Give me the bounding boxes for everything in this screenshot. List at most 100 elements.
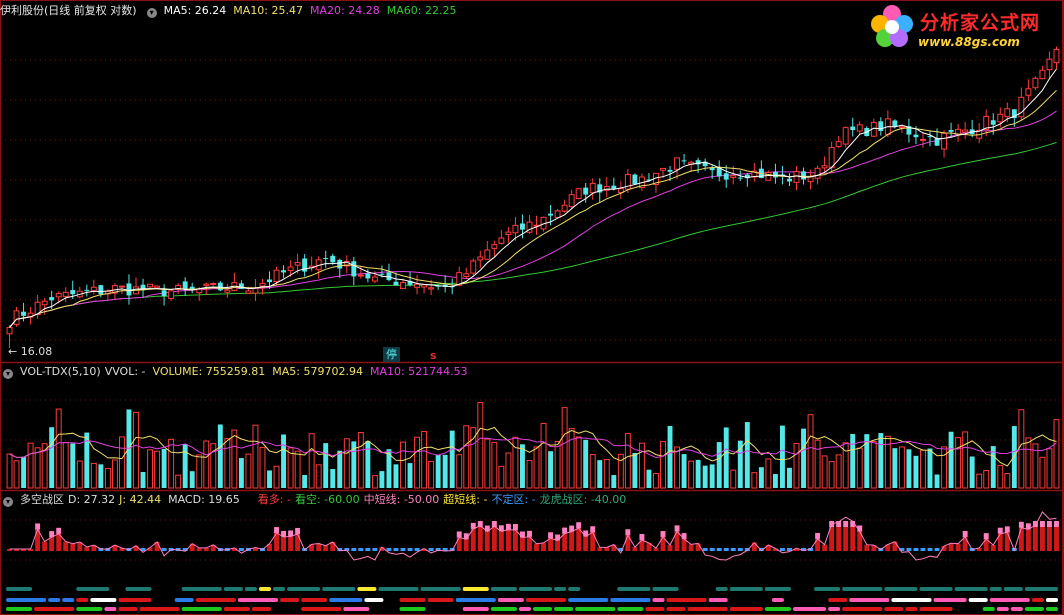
volume-bar (1025, 437, 1032, 489)
candle-body (118, 285, 125, 288)
volume-bar (730, 469, 737, 489)
volume-bar (611, 475, 617, 488)
vol-ma5-label: MA5: 579702.94 (272, 365, 363, 378)
indicator-bar (337, 548, 343, 551)
indicator-bar-top (463, 533, 469, 540)
signal-segment (139, 607, 180, 611)
indicator-bar (520, 537, 525, 551)
volume-bar (688, 460, 695, 489)
volume-bar (856, 447, 863, 489)
chevron-down-icon[interactable]: ▾ (3, 369, 13, 379)
low-price-value: 16.08 (20, 345, 53, 358)
signal-segment (729, 607, 763, 611)
signal-segment (989, 587, 1002, 591)
indicator-bar (906, 548, 912, 551)
candle-body (357, 274, 364, 277)
volume-bar (315, 464, 322, 489)
volume-bar (646, 469, 652, 488)
signal-segment (427, 598, 454, 602)
indicator-bar (555, 540, 561, 551)
signal-segment (1024, 587, 1058, 591)
volume-bar (414, 436, 421, 489)
signal-segment (6, 607, 33, 611)
signal-segment (708, 598, 728, 602)
signal-segment (329, 598, 363, 602)
volume-bar (779, 425, 785, 488)
indicator-bar (758, 548, 764, 551)
indicator-line (9, 511, 1057, 561)
volume-bar (695, 459, 701, 488)
signal-segment (919, 587, 953, 591)
indicator-bar (435, 548, 441, 551)
candle-body (505, 231, 512, 235)
volume-bar (927, 448, 933, 488)
volume-bar (400, 441, 406, 489)
volume-bar (343, 438, 350, 489)
volume-bar (1053, 419, 1060, 489)
indicator-bar (709, 548, 715, 551)
volume-bar (850, 433, 856, 488)
candle-body (526, 221, 533, 233)
candle-body (913, 134, 919, 138)
indicator-bar (344, 548, 350, 551)
indicator-bar (484, 531, 490, 551)
candle-body (730, 175, 737, 178)
indicator-bar (98, 548, 104, 551)
ma5-line (9, 68, 1057, 328)
d-label: D: 27.32 (68, 493, 116, 506)
volume-bar (548, 451, 554, 488)
volume-bar (154, 450, 161, 489)
indicator-bar (948, 543, 954, 551)
site-logo: 分析家公式网 www.88gs.com (866, 2, 1062, 52)
indicator-bar (189, 543, 195, 551)
indicator-bar-top (639, 533, 645, 540)
indicator-bar (864, 544, 870, 551)
volume-bar (913, 455, 919, 488)
volume-bar (554, 440, 561, 489)
volume-bar (520, 444, 525, 488)
volume-bar (55, 408, 62, 489)
indicator-bar (442, 548, 448, 551)
candle-body (351, 261, 357, 277)
candle-body (154, 285, 161, 289)
volume-bar (983, 470, 990, 489)
indicator-bar (899, 548, 905, 551)
volume-bar (371, 475, 378, 489)
indicator-bar (91, 545, 97, 551)
price-panel-header: 伊利股份(日线 前复权 对数) ▾ MA5: 26.24 MA10: 25.47 MA2… (0, 3, 463, 19)
signal-segment (76, 587, 110, 591)
ma10-label: MA10: 25.47 (233, 4, 304, 17)
volume-bar (505, 452, 512, 489)
indicator-bar (323, 545, 329, 551)
volume-bar (884, 435, 891, 489)
candle-body (414, 283, 421, 288)
candle-body (723, 173, 729, 180)
indicator-bar (449, 548, 455, 551)
signal-segment (1045, 607, 1058, 611)
signal-segment (891, 598, 932, 602)
indicator-bar (850, 527, 856, 551)
indicator-bar (112, 545, 118, 551)
signal-segment (1024, 607, 1044, 611)
volume-bar (821, 455, 828, 489)
signal-segment (237, 598, 279, 602)
candle-body (484, 249, 491, 260)
indicator-bar (63, 541, 69, 551)
macd-label: MACD: 19.65 (168, 493, 240, 506)
volume-bar (765, 458, 772, 489)
volume-bar (463, 425, 470, 489)
candle-body (983, 115, 990, 130)
volume-bar (133, 411, 139, 489)
signal-segment (6, 598, 47, 602)
bear-label: 看空: -60.00 (294, 493, 360, 506)
chevron-down-icon[interactable]: ▾ (3, 497, 13, 507)
volume-bar (365, 441, 371, 488)
chevron-down-icon[interactable]: ▾ (146, 8, 157, 18)
indicator-bar (267, 543, 272, 551)
signal-segment (223, 587, 243, 591)
volume-bar (231, 429, 238, 489)
indicator-bar (372, 548, 378, 551)
signal-segment (174, 598, 194, 602)
volume-bar (449, 430, 455, 488)
